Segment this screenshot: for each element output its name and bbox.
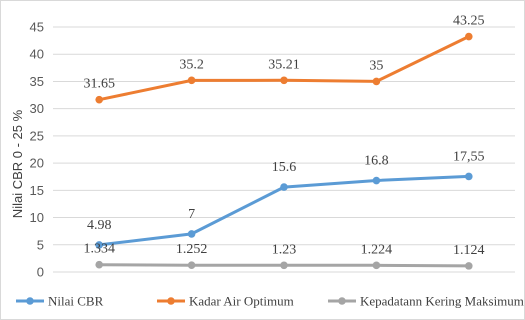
data-point (280, 261, 288, 270)
data-point (465, 262, 473, 270)
data-label: 16.8 (364, 154, 389, 169)
legend-swatch-marker (167, 297, 175, 305)
y-axis-label: Nilai CBR 0 - 25 % (10, 109, 25, 218)
data-point (95, 95, 103, 104)
legend-swatch-marker (26, 297, 34, 305)
y-axis-ticks: 0 5 10 15 20 25 30 35 40 45 (30, 20, 44, 280)
data-point (187, 76, 196, 85)
data-point (372, 261, 381, 270)
data-label: 1.23 (272, 242, 297, 257)
series (95, 32, 473, 270)
y-tick-label: 35 (30, 74, 44, 89)
y-tick-label: 5 (37, 237, 44, 252)
y-tick-label: 0 (37, 265, 44, 280)
y-tick-label: 10 (30, 210, 44, 225)
gridlines (53, 26, 515, 273)
y-tick-label: 40 (30, 47, 44, 62)
y-tick-label: 20 (30, 156, 44, 171)
data-point (95, 241, 103, 249)
y-tick-label: 45 (30, 20, 44, 35)
data-label: 15.6 (272, 160, 297, 175)
y-tick-label: 25 (30, 128, 44, 143)
y-tick-label: 30 (30, 101, 44, 116)
data-label: 4.98 (87, 218, 112, 233)
legend: Nilai CBR Kadar Air Optimum Kepadatann Ker… (16, 294, 524, 309)
data-label: 1.334 (83, 242, 115, 257)
data-label: 35.2 (179, 57, 204, 72)
data-label: 1.224 (361, 242, 393, 257)
data-point (372, 176, 381, 185)
legend-swatch-marker (338, 297, 346, 305)
data-label: 1.252 (176, 242, 208, 257)
data-point (280, 76, 288, 85)
data-point (372, 77, 381, 86)
legend-entry-label: Kepadatann Kering Maksimum (360, 294, 524, 309)
data-label: 7 (188, 207, 195, 222)
data-label: 31.65 (83, 77, 115, 92)
data-label: 43.25 (453, 14, 485, 29)
data-label: 35.21 (268, 57, 300, 72)
data-point (465, 32, 473, 41)
legend-entry-label: Kadar Air Optimum (189, 294, 294, 309)
legend-entry-label: Nilai CBR (48, 294, 104, 309)
data-point (95, 260, 103, 269)
data-label: 35 (369, 58, 383, 73)
data-point (465, 172, 473, 181)
data-point (187, 230, 196, 238)
data-labels: 4.98 7 15.6 16.8 17,55 31.65 35.2 35.21 35 43.25 1… (83, 14, 484, 258)
data-label: 17,55 (453, 149, 485, 164)
data-point (280, 183, 288, 191)
y-tick-label: 15 (30, 183, 44, 198)
data-label: 1.124 (453, 243, 485, 258)
data-point (187, 261, 196, 269)
